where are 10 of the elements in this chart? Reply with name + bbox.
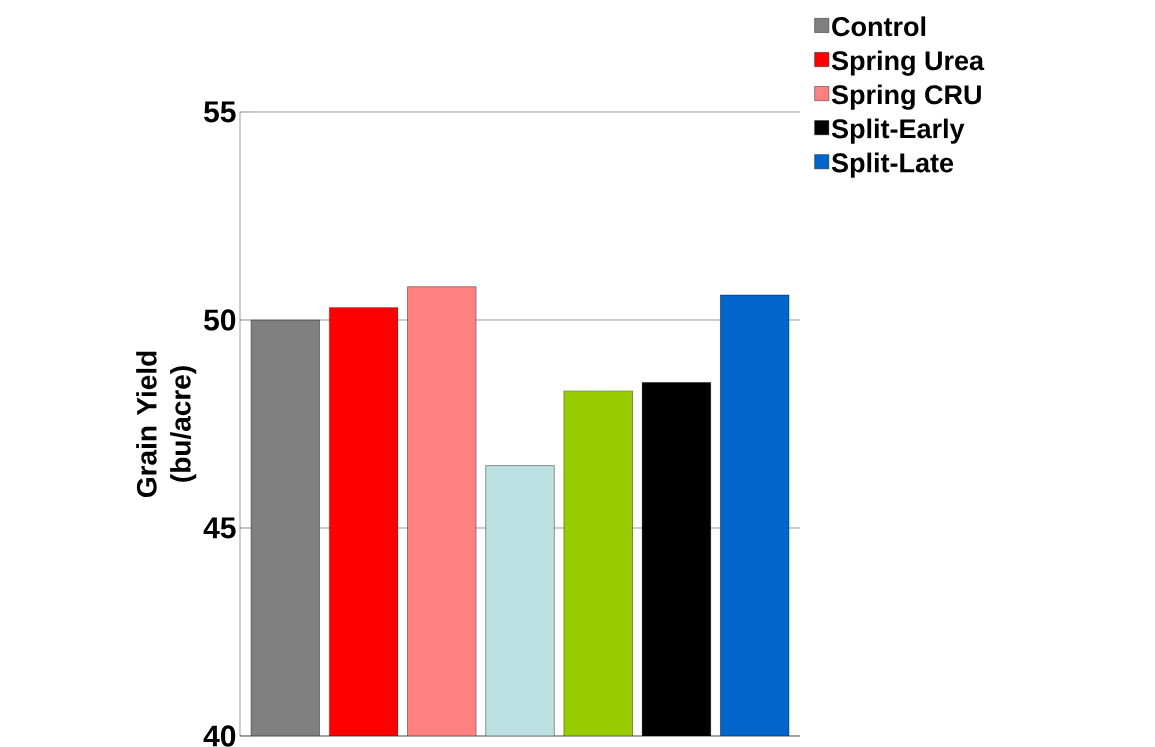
y-tick-label: 45 bbox=[203, 517, 236, 539]
legend-label: Split-Early bbox=[831, 118, 965, 144]
legend-label: Spring CRU bbox=[831, 84, 981, 110]
y-tick-label: 55 bbox=[204, 101, 236, 123]
legend-label: Spring Urea bbox=[831, 50, 985, 76]
legend-label: Split-Late bbox=[831, 152, 954, 178]
y-tick-label: 40 bbox=[203, 725, 236, 747]
legend-label: Control bbox=[832, 16, 926, 37]
y-axis-title: Grain Yield (bu/acre) bbox=[136, 351, 197, 498]
y-tick-label: 50 bbox=[204, 309, 236, 331]
